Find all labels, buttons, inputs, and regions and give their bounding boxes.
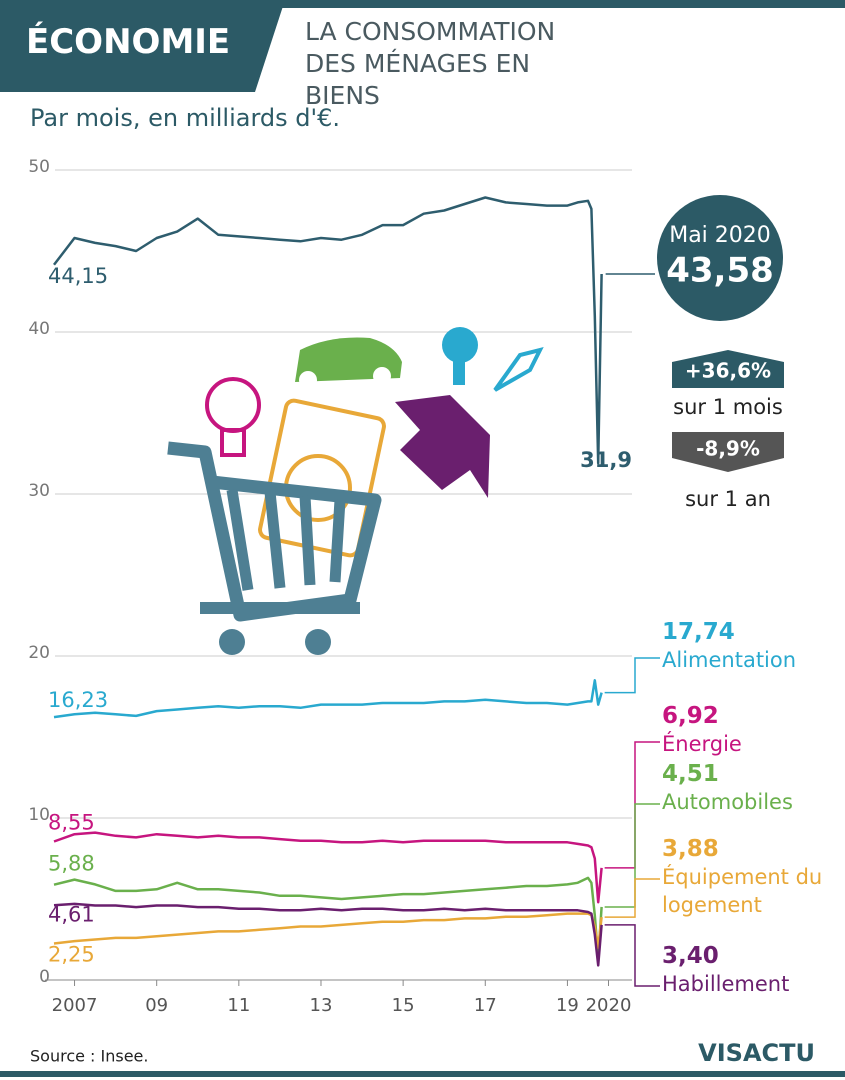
legend-label: Énergie [662,732,742,756]
value-label: 44,15 [48,264,108,288]
connector [604,803,660,908]
value-label: 2,25 [48,943,95,967]
y-tick-label: 30 [28,481,50,501]
series-line [53,912,603,949]
up-arrow [672,350,784,388]
illustration [167,327,544,655]
value-label: 31,9 [580,448,632,472]
end-value: 6,92 [662,703,719,729]
section-badge-bg [0,0,285,92]
connector [604,741,660,869]
subtitle: Par mois, en milliards d'€. [30,104,340,132]
x-tick-label: 13 [310,995,333,1016]
logo: VISACTU [698,1039,815,1067]
value-label: 5,88 [48,852,95,876]
y-tick-label: 20 [28,643,50,663]
callout-circle [657,195,783,321]
y-tick-label: 10 [28,805,50,825]
value-label: 16,23 [48,688,108,712]
end-value: 17,74 [662,619,735,645]
x-tick-label: 2020 [586,995,632,1016]
legend-entry: 3,40 Habillement [662,942,832,998]
y-tick-label: 0 [39,967,50,987]
x-tick-label: 09 [145,995,168,1016]
series-line [53,679,603,719]
title: LA CONSOMMATION DES MÉNAGES EN BIENS [305,17,556,110]
source: Source : Insee. [30,1047,148,1066]
x-tick-label: 19 [556,995,579,1016]
value-label: 8,55 [48,810,95,834]
monthly-text: sur 1 mois [673,395,783,419]
yearly-change: -8,9% [696,437,760,461]
section: ÉCONOMIE [26,22,231,62]
x-tick-label: 15 [392,995,415,1016]
down-arrow [672,432,784,472]
legend-label: Habillement [662,972,790,996]
series-line [53,196,603,465]
x-tick-label: 11 [227,995,250,1016]
top-bar [0,0,845,8]
connector [604,878,660,918]
end-value: 4,51 [662,761,719,787]
legend-entry: 3,88 Équipement du logement [662,835,832,919]
end-value: 3,88 [662,836,719,862]
y-tick-label: 50 [28,157,50,177]
end-value: 3,40 [662,943,719,969]
callout-period: Mai 2020 [669,223,771,248]
legend-label: Alimentation [662,648,797,672]
callout-value: 43,58 [666,251,774,291]
x-tick-label: 2007 [52,995,98,1016]
monthly-change: +36,6% [685,359,771,383]
series-line [53,902,603,967]
x-tick-label: 17 [474,995,497,1016]
value-label: 4,61 [48,902,95,926]
y-tick-label: 40 [28,319,50,339]
connector [604,657,660,694]
yearly-text: sur 1 an [685,487,771,511]
legend-entry: 6,92 Énergie [662,702,832,758]
legend-entry: 17,74 Alimentation [662,618,832,674]
legend-label: Équipement du logement [662,865,823,917]
connector [604,924,660,987]
series-line [53,876,603,961]
legend-label: Automobiles [662,790,793,814]
legend-entry: 4,51 Automobiles [662,760,832,816]
series-line [53,831,603,904]
